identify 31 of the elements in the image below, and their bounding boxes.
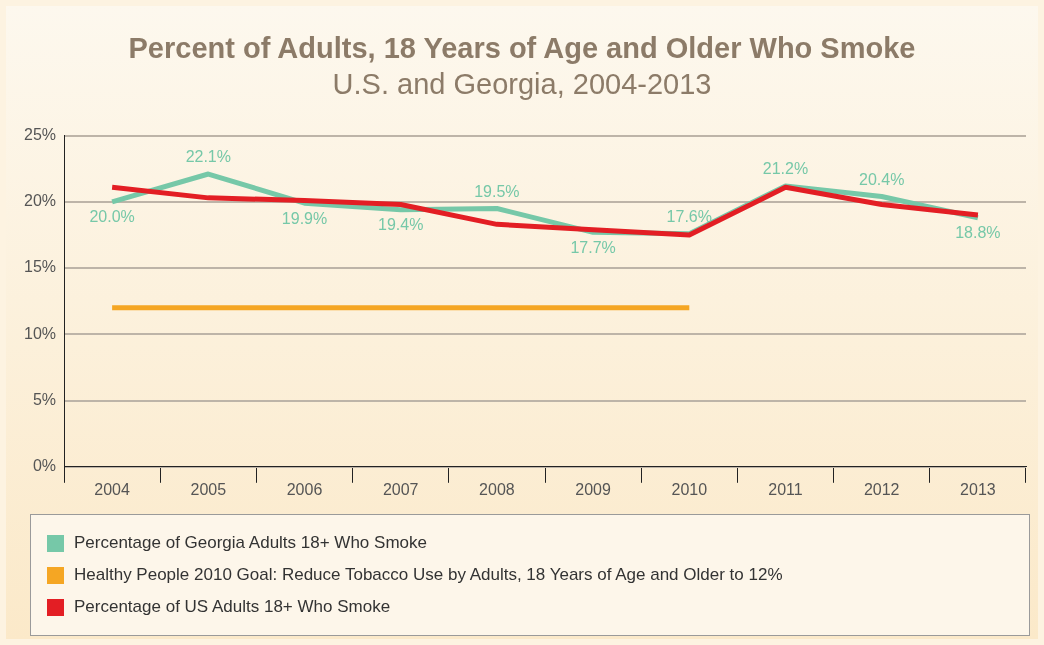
data-label: 18.8% <box>955 224 1001 242</box>
x-tick-label: 2011 <box>768 480 803 498</box>
y-tick-label: 15% <box>23 258 57 276</box>
data-label: 17.6% <box>666 208 712 226</box>
data-label: 19.4% <box>378 216 424 234</box>
data-label: 20.0% <box>89 208 135 226</box>
data-label: 20.4% <box>859 170 905 188</box>
chart-title: Percent of Adults, 18 Years of Age and Older Who Smoke <box>127 32 917 65</box>
data-label: 17.7% <box>570 238 616 256</box>
y-tick-label: 0% <box>32 457 57 475</box>
data-label: 21.2% <box>762 160 809 178</box>
x-tick-label: 2009 <box>575 480 612 498</box>
y-tick-label: 20% <box>23 192 57 210</box>
chart-subtitle: U.S. and Georgia, 2004-2013 <box>331 68 713 101</box>
x-tick-label: 2008 <box>479 480 515 498</box>
x-tick-label: 2013 <box>960 480 996 498</box>
x-tick-label: 2012 <box>863 480 900 498</box>
x-tick-label: 2010 <box>671 480 708 498</box>
x-tick-label: 2004 <box>94 480 131 498</box>
x-tick-label: 2006 <box>286 480 323 498</box>
x-tick-label: 2005 <box>190 480 227 498</box>
legend-label: Percentage of US Adults 18+ Who Smoke <box>74 597 391 617</box>
y-tick-label: 5% <box>32 390 57 408</box>
data-label: 19.9% <box>281 209 328 227</box>
legend-label: Percentage of Georgia Adults 18+ Who Smoke <box>74 533 427 553</box>
y-tick-label: 10% <box>23 324 57 342</box>
data-label: 22.1% <box>185 148 232 166</box>
x-tick-label: 2007 <box>382 480 419 498</box>
legend-label: Healthy People 2010 Goal: Reduce Tobacco Use by Adults, 18 Years of Age and Older to 12% <box>74 565 783 585</box>
y-tick-label: 25% <box>23 126 57 144</box>
data-label: 19.5% <box>474 182 520 200</box>
